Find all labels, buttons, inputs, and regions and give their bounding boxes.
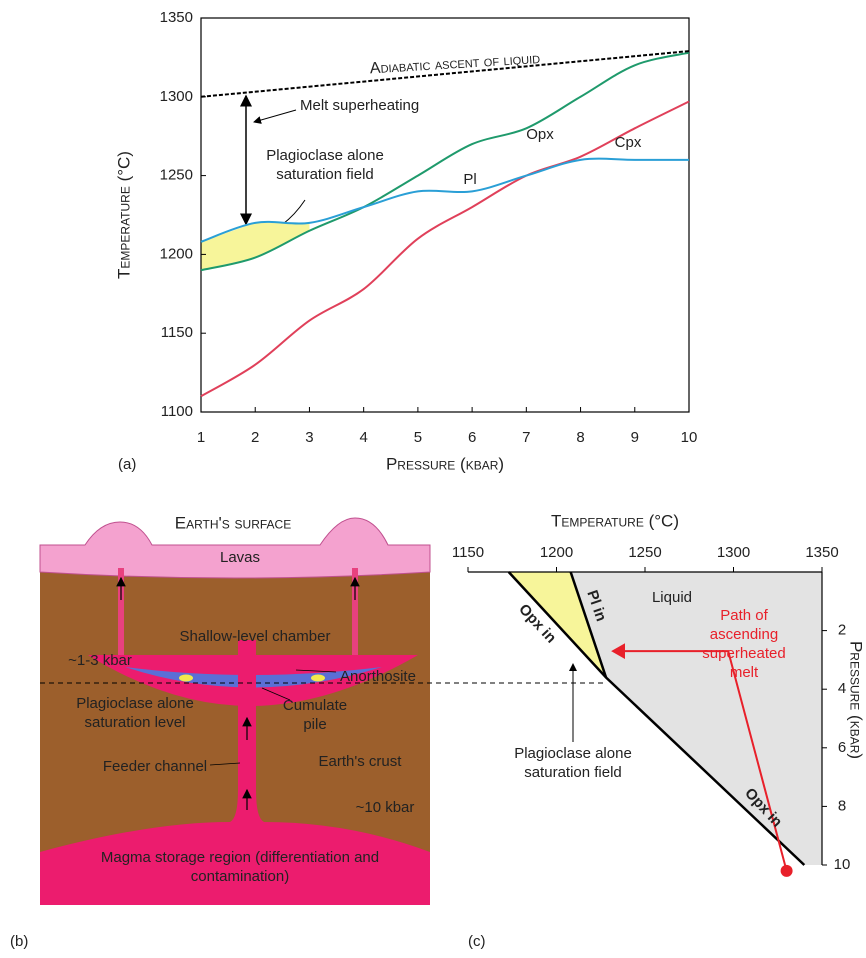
pressure-label: ~1-3 kbar (68, 652, 132, 669)
annotation: Melt superheating (300, 97, 420, 114)
liquid-field (570, 572, 822, 865)
lava-conduit (352, 568, 358, 656)
series-line (200, 51, 690, 272)
plot-frame (200, 17, 690, 413)
x-tick-label: 1200 (540, 544, 573, 561)
panel-label: (a) (118, 456, 136, 473)
series-line (200, 100, 690, 398)
field-label: Plagioclase alone saturation field (514, 745, 632, 781)
x-axis-title: Temperature (°C) (551, 511, 679, 530)
y-tick-label: 10 (834, 856, 851, 873)
x-tick-label: 3 (305, 429, 313, 446)
feeder-label: Feeder channel (103, 758, 207, 775)
series-label: Pl (463, 171, 476, 188)
x-tick-label: 1 (197, 429, 205, 446)
x-tick-label: 9 (631, 429, 639, 446)
y-tick-label: 2 (838, 622, 846, 639)
anorthosite (179, 674, 193, 682)
surface-label: Earth's surface (175, 513, 291, 532)
cumulate-label: Cumulate pile (282, 697, 348, 733)
crust-label: Earth's crust (319, 753, 403, 770)
x-tick-label: 1250 (628, 544, 661, 561)
field-label: Liquid (652, 589, 692, 606)
series-line (200, 157, 689, 243)
annotation: Plagioclase alone saturation field (266, 147, 384, 183)
y-tick-label: 6 (838, 739, 846, 756)
x-tick-label: 10 (681, 429, 698, 446)
lava-conduit (118, 568, 124, 656)
storage-label: Magma storage region (differentiation an… (100, 849, 380, 885)
path-label: Path of ascending superheated melt (702, 607, 786, 681)
rock-label: Anorthosite (340, 668, 416, 685)
y-tick-label: 1200 (160, 245, 193, 262)
lava-layer (39, 517, 431, 579)
layer-label: Lavas (220, 549, 260, 566)
y-tick-label: 1100 (161, 403, 193, 420)
leader-arrow (253, 109, 297, 124)
melt-source (780, 864, 793, 877)
x-tick-label: 2 (251, 429, 259, 446)
x-tick-label: 5 (414, 429, 422, 446)
x-tick-label: 1350 (805, 544, 838, 561)
adiabat-line (200, 50, 690, 98)
y-tick-label: 1300 (160, 88, 193, 105)
anorthosite (311, 674, 325, 682)
magma-storage (40, 790, 430, 905)
x-axis-title: Pressure (kbar) (386, 454, 504, 473)
crust-diagram (39, 517, 431, 905)
y-tick-label: 1150 (161, 324, 193, 341)
y-tick-label: 1250 (160, 167, 193, 184)
x-tick-label: 6 (468, 429, 476, 446)
y-tick-label: 1350 (160, 9, 193, 26)
panel-label: (b) (10, 933, 28, 950)
phase-boundary (569, 571, 608, 678)
x-tick-label: 7 (522, 429, 530, 446)
saturation-field (201, 222, 310, 271)
melt-path (611, 643, 788, 872)
leader (295, 669, 337, 673)
leader (209, 762, 241, 766)
x-tick-label: 4 (359, 429, 367, 446)
x-tick-label: 1150 (452, 544, 484, 561)
series-label: Opx (526, 126, 554, 143)
x-tick-label: 8 (576, 429, 584, 446)
series-label: Cpx (615, 134, 642, 151)
panel-label: (c) (468, 933, 486, 950)
x-tick-label: 1300 (717, 544, 750, 561)
pressure-label: ~10 kbar (356, 799, 415, 816)
leader (261, 687, 291, 701)
y-tick-label: 4 (838, 680, 846, 697)
chamber-label: Shallow-level chamber (180, 628, 331, 645)
y-tick-label: 8 (838, 797, 846, 814)
y-axis-title: Pressure (kbar) (847, 641, 866, 759)
level-label: Plagioclase alone saturation level (76, 695, 194, 731)
y-axis-title: Temperature (°C) (114, 151, 133, 279)
